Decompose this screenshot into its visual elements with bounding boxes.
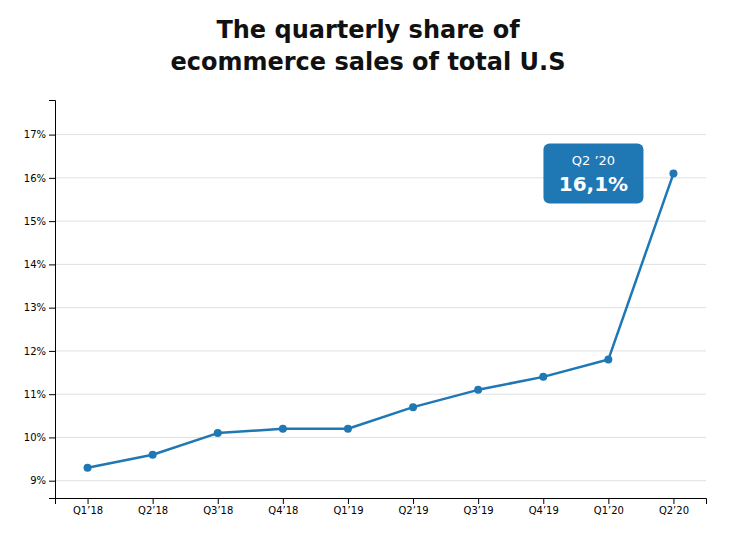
point — [214, 429, 222, 437]
plot: 9% 10% 11% 12% 13% 14% 15% 16% 17% Q1’18 Q2’18 Q3’1… — [24, 101, 707, 517]
annotation-box — [543, 144, 643, 204]
x-tick: Q3’19 — [464, 498, 494, 516]
x-tick: Q4’19 — [529, 498, 559, 516]
tick-mark — [49, 308, 55, 309]
subtitle: ecommerce sales of total U.S — [171, 48, 566, 76]
tick-mark — [283, 498, 284, 504]
line — [88, 174, 674, 468]
tick-label: Q2’19 — [398, 505, 428, 516]
axis-line — [49, 101, 56, 499]
y-tick: 12% — [24, 346, 55, 357]
tick-label: 17% — [24, 129, 46, 140]
tick-mark — [543, 498, 544, 504]
tick-mark — [49, 135, 55, 136]
y-tick: 15% — [24, 216, 55, 227]
x-tick: Q2’19 — [398, 498, 428, 516]
tick-mark — [49, 221, 55, 222]
tick-label: 9% — [30, 475, 46, 486]
point — [669, 170, 677, 178]
title: The quarterly share of — [216, 16, 520, 44]
x-tick: Q1’20 — [594, 498, 624, 516]
tick-mark — [49, 481, 55, 482]
marks — [84, 170, 678, 472]
point — [344, 425, 352, 433]
annotation-text: 16,1% — [559, 172, 628, 196]
x-tick: Q1’18 — [73, 498, 103, 516]
tick-label: 12% — [24, 346, 46, 357]
grid — [55, 135, 706, 481]
tick-label: Q1’18 — [73, 505, 103, 516]
x-tick: Q3’18 — [203, 498, 233, 516]
tick-label: 15% — [24, 216, 46, 227]
tick-mark — [348, 498, 349, 504]
y-tick: 9% — [30, 475, 55, 486]
tick-mark — [413, 498, 414, 504]
point — [539, 373, 547, 381]
grid-line — [55, 437, 706, 438]
tick-label: 13% — [24, 302, 46, 313]
y-tick: 17% — [24, 129, 55, 140]
x-tick: Q2’18 — [138, 498, 168, 516]
y-tick: 10% — [24, 432, 55, 443]
tick-mark — [153, 498, 154, 504]
tick-mark — [88, 498, 89, 504]
tick-label: Q2’18 — [138, 505, 168, 516]
tick-mark — [49, 178, 55, 179]
tick-label: Q2’20 — [659, 505, 689, 516]
tick-label: 16% — [24, 173, 46, 184]
point — [84, 464, 92, 472]
tick-label: Q4’18 — [268, 505, 298, 516]
y-tick: 16% — [24, 173, 55, 184]
tick-label: Q1’20 — [594, 505, 624, 516]
x-tick: Q4’18 — [268, 498, 298, 516]
tick-mark — [49, 394, 55, 395]
grid-line — [55, 134, 706, 135]
x-tick: Q2’20 — [659, 498, 689, 516]
annotation-text: Q2 ’20 — [572, 153, 615, 168]
point — [279, 425, 287, 433]
y-tick: 14% — [24, 259, 55, 270]
tick-label: Q1’19 — [333, 505, 363, 516]
tick-mark — [218, 498, 219, 504]
tick-mark — [49, 351, 55, 352]
point — [149, 451, 157, 459]
tick-mark — [49, 437, 55, 438]
grid-line — [55, 221, 706, 222]
point — [409, 403, 417, 411]
grid-line — [55, 264, 706, 265]
grid-line — [55, 350, 706, 351]
chart: The quarterly share of ecommerce sales of… — [0, 0, 736, 538]
x-axis: Q1’18 Q2’18 Q3’18 Q4’18 Q1’19 Q2’19 Q3’19 Q4’19… — [56, 498, 707, 516]
point — [474, 386, 482, 394]
y-tick: 13% — [24, 302, 55, 313]
annotation: Q2 ’20 16,1% — [543, 144, 643, 204]
tick-mark — [478, 498, 479, 504]
axis-line — [56, 499, 707, 505]
tick-label: 11% — [24, 389, 46, 400]
tick-label: 10% — [24, 432, 46, 443]
point — [604, 356, 612, 364]
x-tick: Q1’19 — [333, 498, 363, 516]
tick-label: Q3’19 — [464, 505, 494, 516]
tick-label: Q3’18 — [203, 505, 233, 516]
tick-mark — [49, 264, 55, 265]
tick-label: Q4’19 — [529, 505, 559, 516]
y-axis: 9% 10% 11% 12% 13% 14% 15% 16% 17% — [24, 101, 56, 499]
y-tick: 11% — [24, 389, 55, 400]
tick-label: 14% — [24, 259, 46, 270]
grid-line — [55, 480, 706, 481]
grid-line — [55, 394, 706, 395]
tick-mark — [608, 498, 609, 504]
grid-line — [55, 307, 706, 308]
tick-mark — [673, 498, 674, 504]
